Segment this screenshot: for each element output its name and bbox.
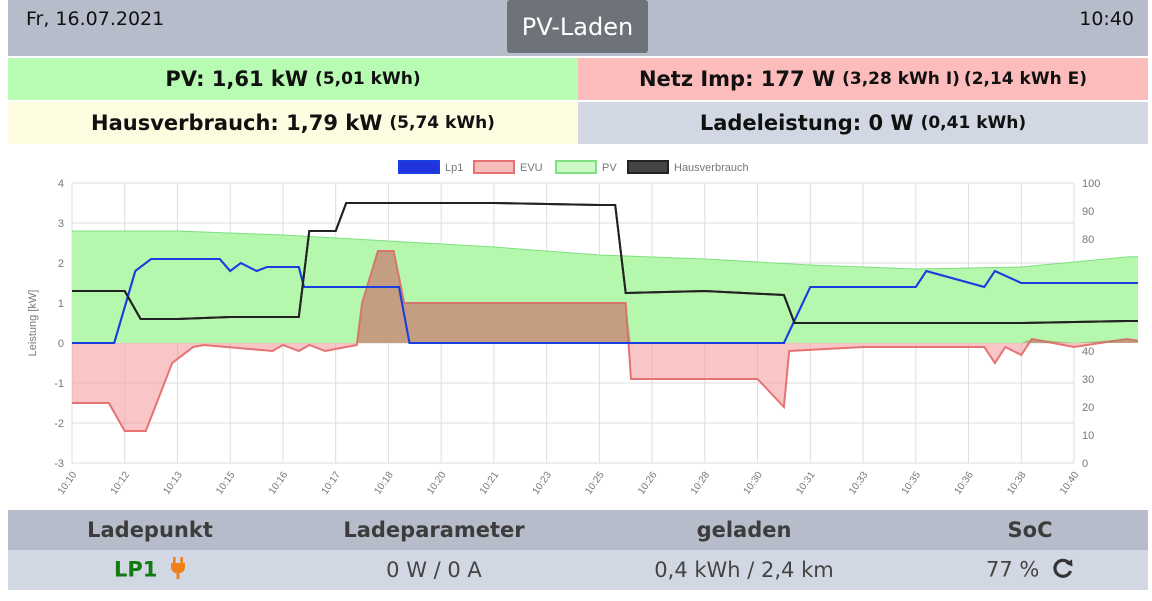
y-tick-label: -2 — [54, 418, 64, 430]
y-tick-label: 2 — [58, 258, 64, 270]
y-tick-label: -1 — [54, 378, 64, 390]
legend-swatch — [627, 160, 669, 174]
y-tick-label: 4 — [58, 178, 64, 190]
x-tick-label: 10:18 — [372, 469, 396, 496]
col-header-soc: SoC — [1007, 518, 1053, 542]
pv-power-stat: PV: 1,61 kW (5,01 kWh) — [8, 58, 578, 100]
evu-overlap-area — [72, 251, 1138, 343]
legend-swatch — [555, 160, 597, 174]
x-tick-label: 10:38 — [1005, 469, 1029, 496]
y-tick-label: 0 — [58, 338, 64, 350]
y-tick-label: 3 — [58, 218, 64, 230]
x-tick-label: 10:26 — [636, 469, 660, 496]
charge-point-cell: LP1 — [8, 556, 292, 584]
legend-label: PV — [602, 162, 617, 174]
house-consumption-stat: Hausverbrauch: 1,79 kW (5,74 kWh) — [8, 102, 578, 144]
grid-import-value: (3,28 kWh I) — [842, 69, 960, 89]
y2-tick-label: 100 — [1082, 178, 1100, 190]
charging-energy-value: (0,41 kWh) — [920, 113, 1027, 133]
x-tick-label: 10:23 — [531, 469, 555, 496]
grid-power-stat: Netz Imp: 177 W (3,28 kWh I) (2,14 kWh E… — [578, 58, 1148, 100]
charging-power-stat: Ladeleistung: 0 W (0,41 kWh) — [578, 102, 1148, 144]
y2-tick-label: 90 — [1082, 206, 1094, 218]
x-tick-label: 10:10 — [56, 469, 80, 496]
legend-label: EVU — [520, 162, 543, 174]
house-consumption-value: Hausverbrauch: 1,79 kW — [91, 111, 383, 135]
x-tick-label: 10:35 — [900, 469, 924, 496]
y2-tick-label: 20 — [1082, 402, 1094, 414]
x-tick-label: 10:20 — [425, 469, 449, 496]
table-row[interactable]: LP1 0 W / 0 A 0,4 kWh / 2,4 km 77 % — [8, 550, 1148, 590]
col-header-ladepunkt: Ladepunkt — [87, 518, 213, 542]
date-label: Fr, 16.07.2021 — [26, 8, 165, 30]
refresh-icon[interactable] — [1052, 557, 1074, 584]
y2-tick-label: 10 — [1082, 430, 1094, 442]
x-tick-label: 10:17 — [320, 469, 344, 496]
x-tick-label: 10:15 — [214, 469, 238, 496]
x-tick-label: 10:16 — [267, 469, 291, 496]
legend-label: Hausverbrauch — [674, 162, 749, 174]
power-chart: 43210-1-2-3100908070605040302010010:1010… — [27, 160, 1138, 497]
house-energy-value: (5,74 kWh) — [389, 113, 495, 133]
table-header: Ladepunkt Ladeparameter geladen SoC — [8, 510, 1148, 550]
pv-power-value: PV: 1,61 kW — [165, 67, 309, 91]
col-header-geladen: geladen — [696, 518, 792, 542]
x-tick-label: 10:12 — [109, 469, 133, 496]
y-axis-label: Leistung [kW] — [27, 290, 39, 357]
y-tick-label: -3 — [54, 458, 64, 470]
x-tick-label: 10:33 — [847, 469, 871, 496]
x-tick-label: 10:25 — [583, 469, 607, 496]
series-line-evu — [72, 250, 1138, 432]
x-tick-label: 10:28 — [689, 469, 713, 496]
col-header-ladeparameter: Ladeparameter — [343, 518, 525, 542]
legend-swatch — [473, 160, 515, 174]
series-line-lp1 — [72, 258, 1138, 344]
soc-cell: 77 % — [912, 557, 1148, 584]
x-tick-label: 10:13 — [161, 469, 185, 496]
y-tick-label: 1 — [58, 298, 64, 310]
series-area-pv — [72, 231, 1138, 343]
y2-tick-label: 0 — [1082, 458, 1088, 470]
plug-icon — [170, 556, 186, 584]
y2-tick-label: 80 — [1082, 234, 1094, 246]
x-tick-label: 10:36 — [953, 469, 977, 496]
charge-mode-button[interactable]: PV-Laden — [507, 0, 648, 53]
grid-power-value: Netz Imp: 177 W — [638, 67, 836, 91]
charged-value: 0,4 kWh / 2,4 km — [654, 558, 834, 582]
series-line-hausverbrauch — [72, 202, 1138, 324]
grid-export-value: (2,14 kWh E) — [963, 69, 1088, 89]
time-label: 10:40 — [1079, 8, 1134, 30]
x-tick-label: 10:31 — [794, 469, 818, 496]
y2-tick-label: 40 — [1082, 346, 1094, 358]
x-tick-label: 10:21 — [478, 469, 502, 496]
legend-swatch — [398, 160, 440, 174]
header-bar: Fr, 16.07.2021 PV-Laden 10:40 — [8, 0, 1148, 56]
charge-point-name[interactable]: LP1 — [113, 557, 158, 581]
legend-label: Lp1 — [445, 162, 463, 174]
x-tick-label: 10:30 — [742, 469, 766, 496]
x-tick-label: 10:40 — [1058, 469, 1082, 496]
pv-energy-value: (5,01 kWh) — [315, 69, 421, 89]
charging-power-value: Ladeleistung: 0 W — [699, 111, 914, 135]
soc-value: 77 % — [985, 557, 1040, 581]
charge-params-value: 0 W / 0 A — [386, 558, 482, 582]
series-line-pv — [72, 230, 1138, 270]
charge-point-table: Ladepunkt Ladeparameter geladen SoC LP1 … — [8, 510, 1148, 590]
y2-tick-label: 30 — [1082, 374, 1094, 386]
